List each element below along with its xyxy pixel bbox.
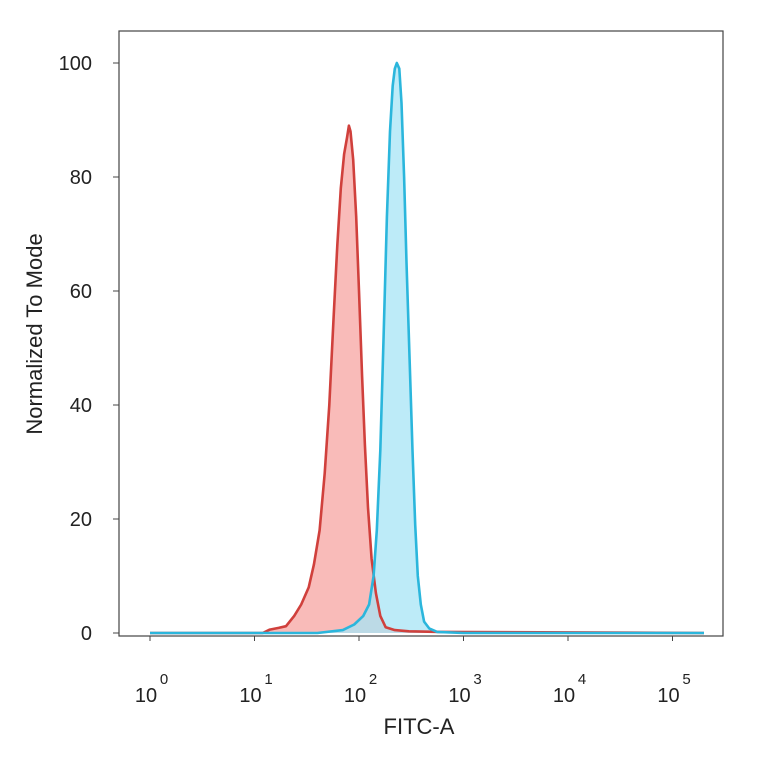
series-1-line [150, 124, 705, 635]
x-tick-exponent: 4 [578, 671, 586, 688]
x-tick-base: 10 [135, 685, 157, 707]
x-tick-label: 101 [239, 671, 272, 707]
x-tick-exponent: 3 [473, 671, 481, 688]
x-tick-label: 104 [553, 671, 586, 707]
x-tick-exponent: 0 [160, 671, 168, 688]
x-tick-base: 10 [344, 685, 366, 707]
x-tick-exponent: 1 [264, 671, 272, 688]
plot-area-frame [118, 30, 724, 637]
x-tick-base: 10 [448, 685, 470, 707]
y-tick-label: 20 [70, 509, 92, 531]
x-tick-exponent: 2 [369, 671, 377, 688]
y-tick-label: 100 [59, 53, 92, 75]
x-tick-base: 10 [657, 685, 679, 707]
x-tick-label: 103 [448, 671, 481, 707]
x-tick-base: 10 [239, 685, 261, 707]
y-axis-label: Normalized To Mode [22, 233, 47, 434]
y-tick-label: 40 [70, 395, 92, 417]
x-tick-label: 100 [135, 671, 168, 707]
x-tick-label: 102 [344, 671, 377, 707]
x-tick-label: 105 [657, 671, 690, 707]
x-axis-label: FITC-A [384, 714, 455, 739]
x-tick-base: 10 [553, 685, 575, 707]
y-tick-label: 60 [70, 281, 92, 303]
y-axis-ticks: 0 20 40 60 80 100 [59, 53, 119, 645]
y-tick-label: 0 [81, 623, 92, 645]
x-tick-exponent: 5 [682, 671, 690, 688]
series-2-line [150, 61, 704, 635]
y-tick-label: 80 [70, 167, 92, 189]
series-layer [150, 61, 705, 635]
